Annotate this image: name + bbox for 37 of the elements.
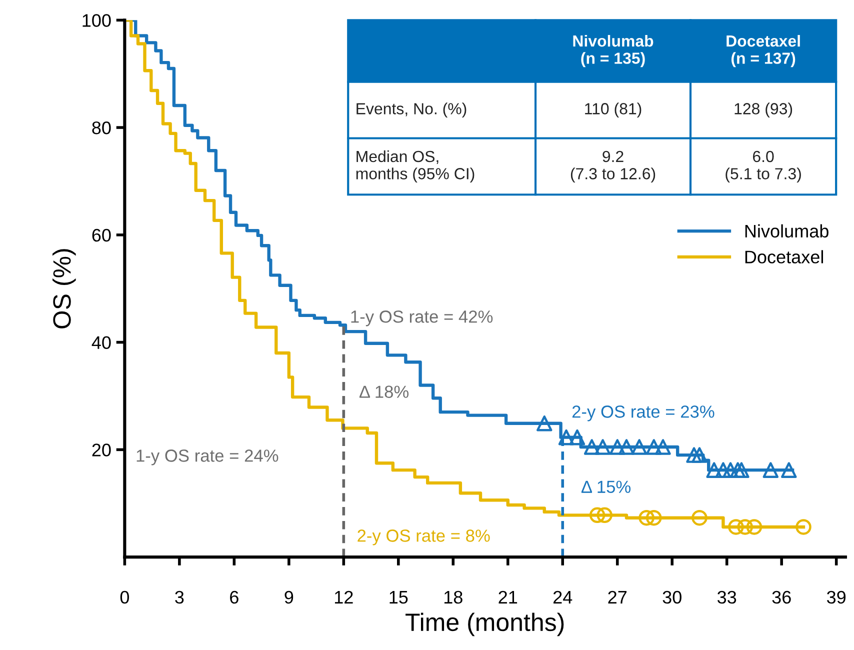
annotation: Δ 18% — [359, 386, 409, 398]
legend-label: Docetaxel — [745, 250, 823, 264]
y-tick-label: 100 — [82, 14, 111, 27]
y-tick-label: 60 — [92, 228, 111, 242]
annotation: 110 (81) — [585, 102, 642, 118]
x-tick-label: 0 — [120, 590, 129, 604]
annotation: 128 (93) — [734, 102, 792, 118]
x-tick-label: 15 — [390, 591, 408, 604]
x-tick-label: 24 — [553, 590, 572, 604]
annotation: Median OS, months (95% CI) — [356, 150, 474, 182]
x-tick-label: 36 — [772, 590, 791, 604]
annotation: Events, No. (%) — [356, 102, 466, 118]
x-tick-label: 27 — [608, 590, 626, 604]
annotation: 2-y OS rate = 8% — [358, 530, 490, 546]
annotation: 2-y OS rate = 23% — [572, 406, 714, 422]
annotation: 6.0 (5.1 to 7.3) — [726, 150, 801, 182]
annotation: Docetaxel (n = 137) — [726, 34, 800, 68]
annotation: Δ 15% — [581, 480, 631, 493]
x-tick-label: 30 — [662, 590, 682, 604]
x-axis-title: Time (months) — [406, 612, 564, 636]
y-tick-label: 80 — [92, 121, 111, 134]
x-tick-label: 33 — [718, 590, 736, 604]
legend-label: Nivolumab — [745, 224, 828, 238]
annotation: Nivolumab (n = 135) — [573, 34, 654, 68]
y-tick-label: 40 — [92, 336, 111, 350]
y-axis-title: OS (%) — [52, 249, 76, 328]
x-tick-label: 12 — [334, 590, 353, 604]
x-tick-label: 9 — [284, 590, 294, 604]
y-tick-label: 20 — [92, 444, 111, 456]
x-tick-label: 39 — [826, 590, 846, 604]
x-tick-label: 18 — [444, 590, 462, 604]
annotation: 9.2 (7.3 to 12.6) — [570, 150, 656, 182]
x-tick-label: 6 — [230, 590, 238, 604]
annotation: 1-y OS rate = 42% — [351, 310, 493, 326]
annotation: 1-y OS rate = 24% — [136, 450, 278, 466]
x-tick-label: 21 — [498, 590, 518, 604]
x-tick-label: 3 — [175, 590, 184, 604]
